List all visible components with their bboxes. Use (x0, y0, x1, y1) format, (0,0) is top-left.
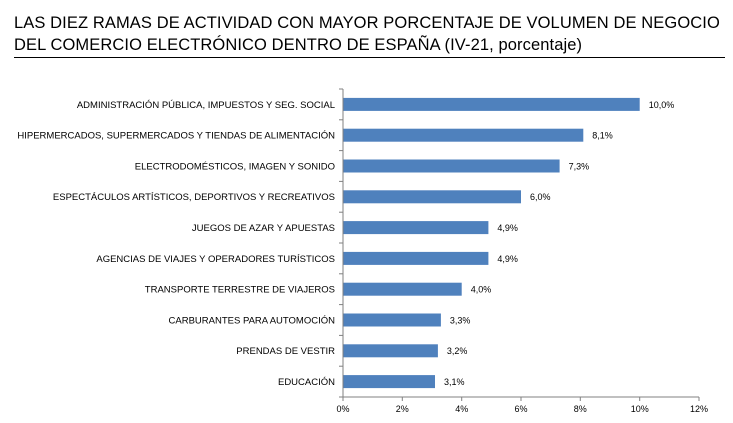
x-tick-label: 10% (631, 404, 649, 414)
bar (343, 159, 560, 173)
chart-title-line-2: DEL COMERCIO ELECTRÓNICO DENTRO DE ESPAÑ… (14, 36, 583, 54)
bar (343, 221, 489, 235)
value-label: 3,3% (450, 315, 471, 325)
bar (343, 313, 441, 327)
category-label: ELECTRODOMÉSTICOS, IMAGEN Y SONIDO (135, 161, 335, 172)
category-label: EDUCACIÓN (278, 377, 335, 388)
chart-title-line-1: LAS DIEZ RAMAS DE ACTIVIDAD CON MAYOR PO… (14, 14, 720, 32)
bar (343, 344, 438, 358)
x-tick-label: 8% (574, 404, 587, 414)
chart-title: LAS DIEZ RAMAS DE ACTIVIDAD CON MAYOR PO… (14, 12, 729, 56)
category-label: TRANSPORTE TERRESTRE DE VIAJEROS (145, 285, 335, 296)
title-rule (14, 57, 725, 58)
value-label: 4,0% (471, 285, 492, 295)
value-label: 4,9% (497, 254, 518, 264)
value-label: 3,2% (447, 346, 468, 356)
x-tick-label: 2% (396, 404, 409, 414)
bar (343, 97, 640, 111)
bar (343, 128, 584, 142)
x-tick-label: 12% (690, 404, 708, 414)
value-label: 7,3% (569, 161, 590, 171)
bar (343, 282, 462, 296)
value-label: 4,9% (497, 223, 518, 233)
value-label: 6,0% (530, 192, 551, 202)
value-label: 10,0% (649, 100, 675, 110)
bar (343, 190, 521, 204)
bars (343, 97, 640, 389)
category-label: HIPERMERCADOS, SUPERMERCADOS Y TIENDAS D… (17, 131, 335, 142)
category-label: ADMINISTRACIÓN PÚBLICA, IMPUESTOS Y SEG.… (77, 100, 335, 111)
value-label: 8,1% (592, 131, 613, 141)
bar (343, 251, 489, 265)
x-tick-label: 4% (455, 404, 468, 414)
category-labels: ADMINISTRACIÓN PÚBLICA, IMPUESTOS Y SEG.… (17, 100, 335, 388)
category-label: PRENDAS DE VESTIR (236, 346, 335, 357)
category-label: AGENCIAS DE VIAJES Y OPERADORES TURÍSTIC… (96, 254, 335, 265)
value-label: 3,1% (444, 377, 465, 387)
x-tick-label: 6% (514, 404, 527, 414)
category-label: ESPECTÁCULOS ARTÍSTICOS, DEPORTIVOS Y RE… (53, 192, 335, 203)
bar (343, 375, 435, 389)
category-label: CARBURANTES PARA AUTOMOCIÓN (169, 315, 336, 326)
x-tick-label: 0% (336, 404, 349, 414)
value-labels: 10,0% 8,1% 7,3% 6,0% 4,9% 4,9% 4,0% 3,3% 3,2% 3,1… (444, 100, 674, 387)
category-label: JUEGOS DE AZAR Y APUESTAS (192, 223, 335, 234)
x-axis: 0% 2% 4% 6% 8% 10% 12% (336, 88, 708, 414)
